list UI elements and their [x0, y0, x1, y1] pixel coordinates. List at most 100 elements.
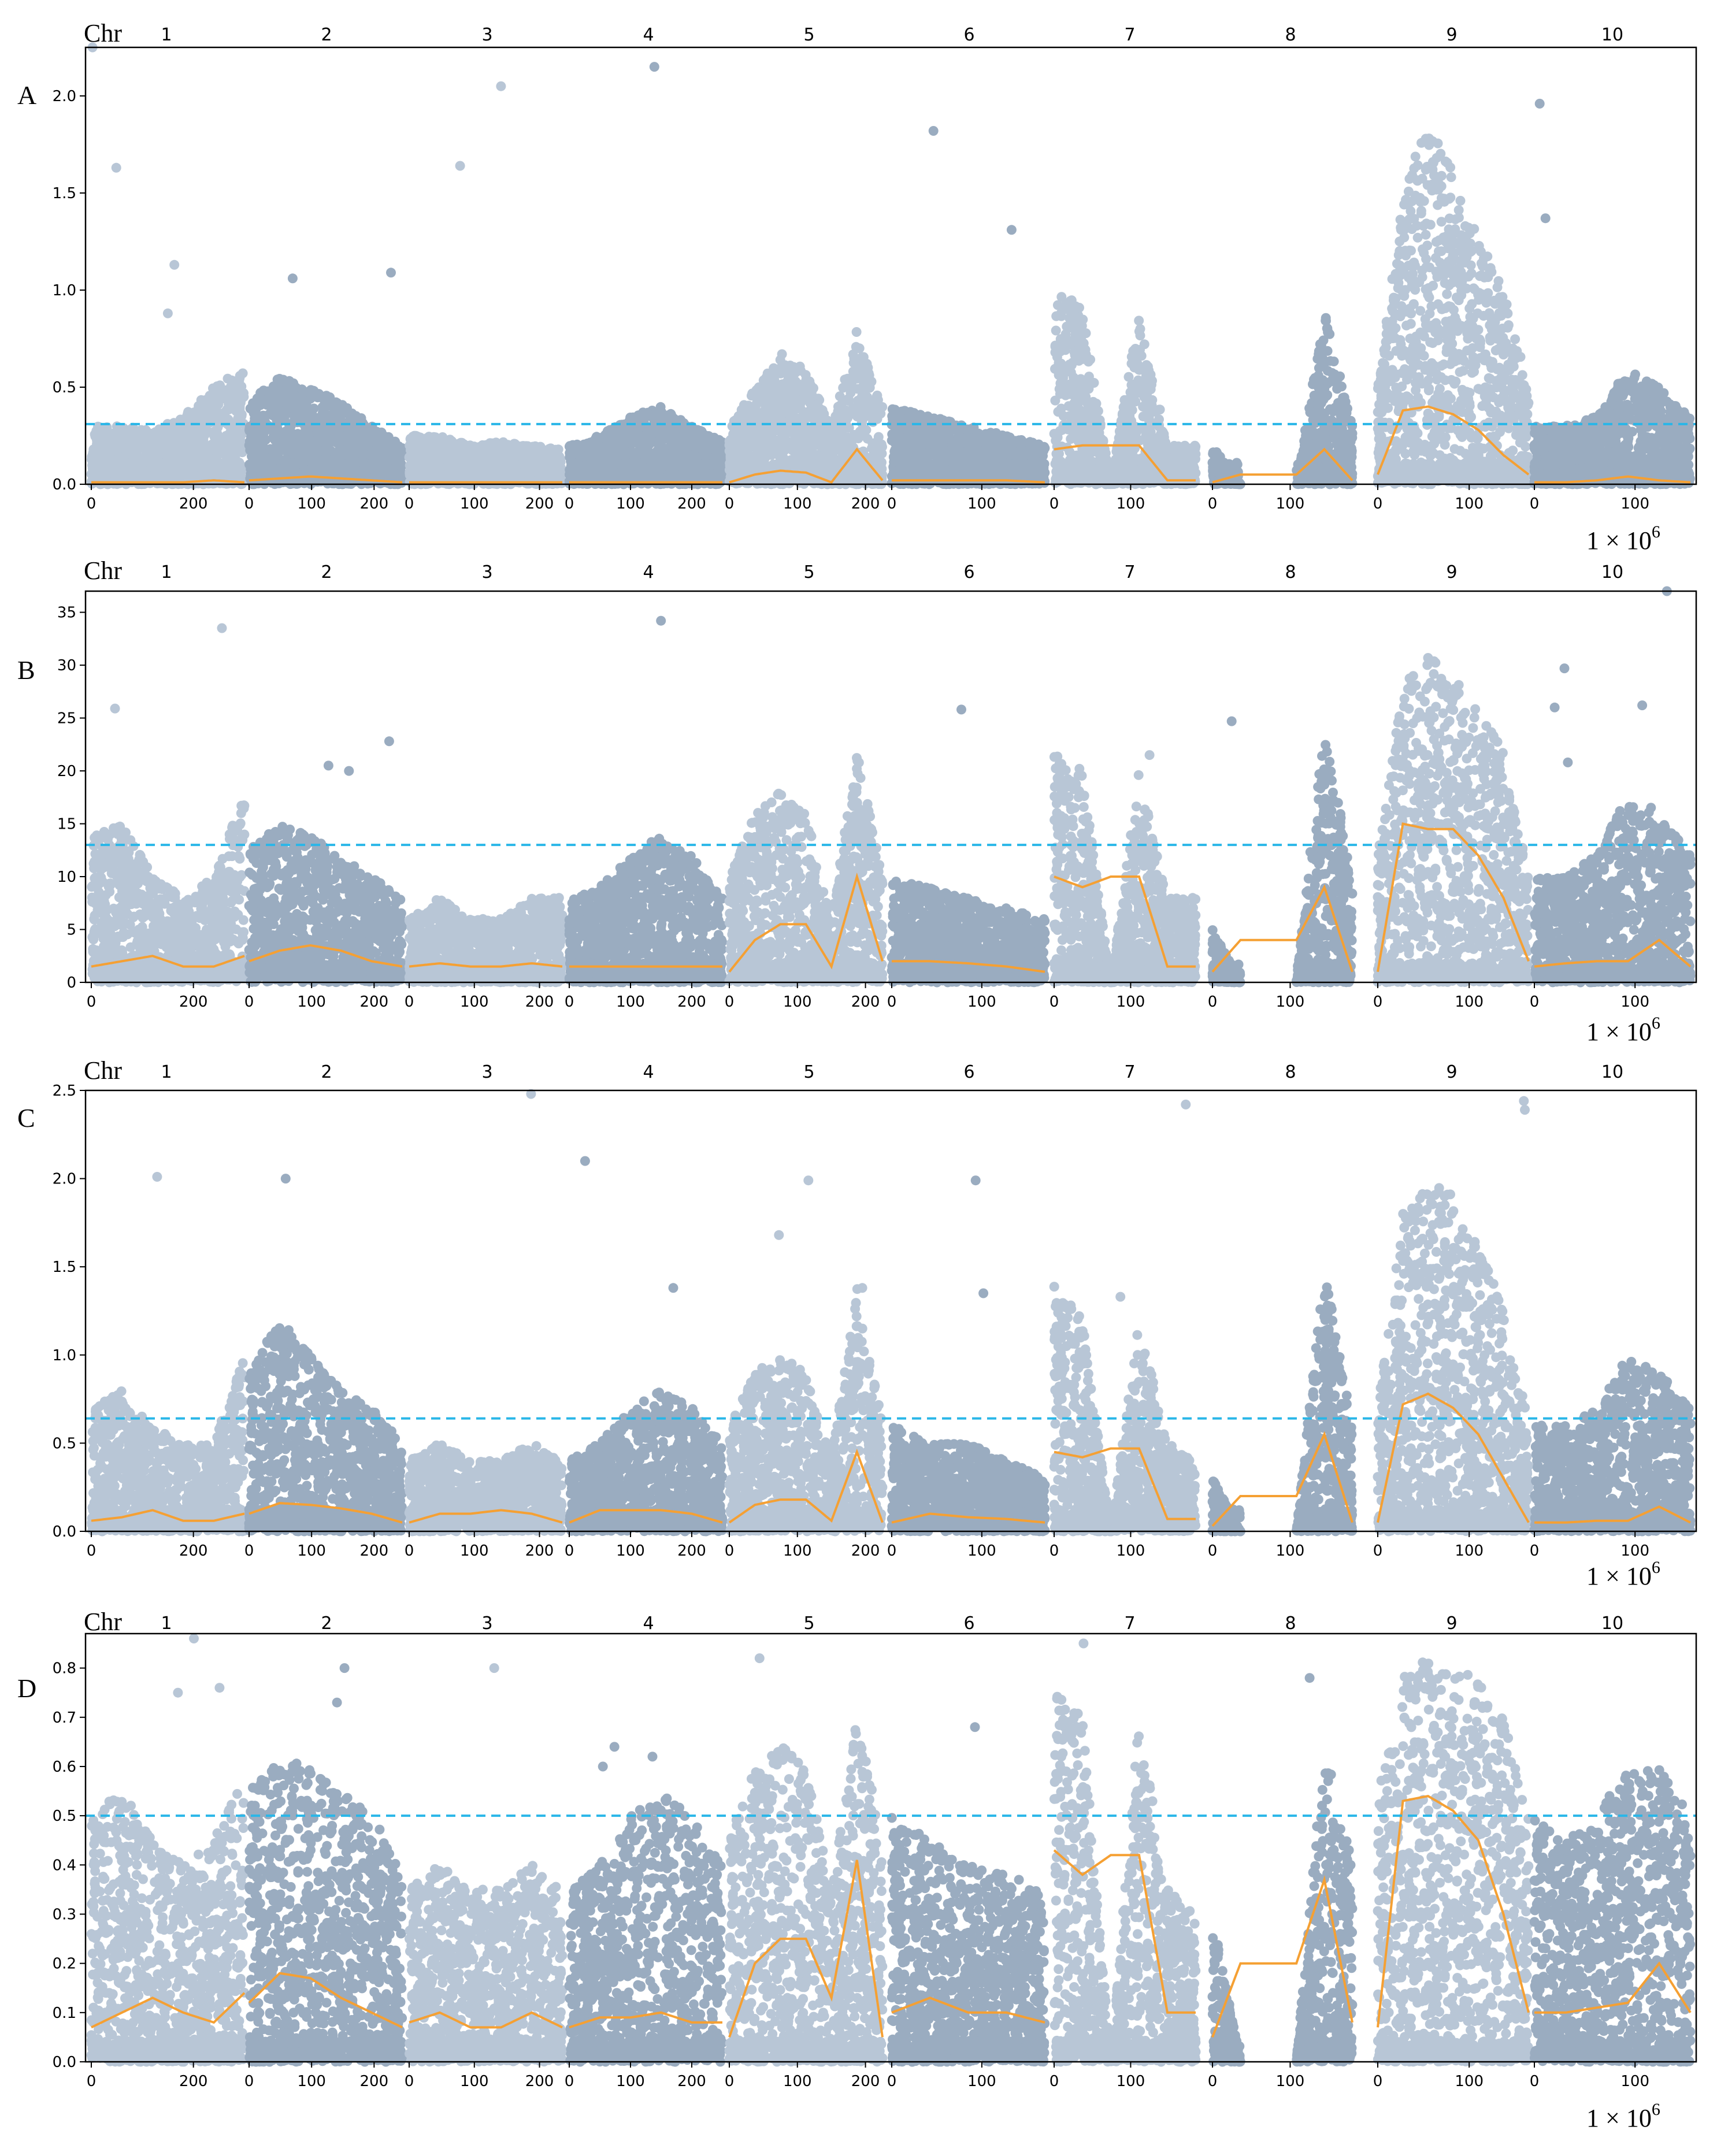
- snp-point: [620, 426, 629, 437]
- snp-point: [183, 464, 193, 474]
- snp-point: [273, 444, 283, 454]
- snp-point: [540, 466, 550, 477]
- snp-point: [292, 417, 302, 428]
- snp-point: [98, 444, 109, 454]
- snp-point: [205, 405, 214, 415]
- snp-point: [199, 441, 209, 452]
- snp-point: [405, 460, 415, 470]
- snp-point: [164, 436, 175, 446]
- snp-point: [98, 435, 109, 446]
- snp-point: [213, 383, 223, 394]
- snp-point: [606, 446, 617, 457]
- snp-point: [276, 429, 287, 439]
- chromosome-1-points: [86, 368, 250, 489]
- snp-point: [266, 391, 276, 402]
- snp-point: [569, 448, 580, 459]
- snp-point: [257, 411, 267, 421]
- snp-point: [267, 410, 277, 421]
- snp-point: [304, 413, 314, 423]
- snp-point: [543, 475, 554, 485]
- snp-point: [321, 391, 332, 401]
- snp-point: [112, 458, 122, 468]
- snp-point: [623, 465, 633, 475]
- snp-point: [90, 429, 100, 440]
- snp-point: [137, 432, 147, 442]
- snp-point: [346, 459, 357, 470]
- snp-point: [255, 388, 266, 398]
- snp-point: [275, 385, 285, 396]
- snp-point: [288, 429, 298, 439]
- snp-point: [244, 440, 254, 451]
- snp-point: [334, 407, 344, 418]
- snp-point: [488, 462, 498, 472]
- snp-point: [656, 473, 666, 483]
- snp-point: [639, 409, 649, 419]
- snp-point: [394, 469, 404, 479]
- snp-point: [450, 457, 460, 467]
- snp-point: [366, 459, 377, 469]
- snp-point: [482, 448, 492, 459]
- snp-point: [87, 463, 98, 473]
- snp-point: [442, 450, 452, 460]
- snp-point: [592, 443, 603, 453]
- snp-point: [235, 396, 246, 407]
- snp-point: [234, 458, 244, 468]
- snp-point: [297, 384, 307, 395]
- snp-point: [325, 465, 335, 475]
- snp-point: [214, 437, 224, 447]
- snp-point: [194, 462, 205, 472]
- snp-point: [706, 469, 717, 479]
- snp-point: [511, 466, 521, 476]
- snp-point: [255, 458, 266, 468]
- snp-point: [672, 432, 682, 442]
- snp-point: [595, 433, 606, 443]
- snp-point: [630, 448, 640, 458]
- chromosome-label: 3: [481, 25, 492, 45]
- snp-point: [343, 426, 354, 437]
- snp-point: [453, 466, 463, 477]
- snp-point: [305, 448, 315, 458]
- snp-point: [616, 472, 626, 483]
- snp-point: [347, 435, 358, 446]
- snp-point: [186, 431, 196, 441]
- snp-point: [168, 447, 177, 457]
- chr-header: Chr: [84, 19, 122, 47]
- snp-point: [353, 425, 364, 435]
- snp-point: [235, 414, 245, 424]
- snp-point: [657, 435, 667, 445]
- snp-point: [498, 470, 509, 480]
- snp-point: [565, 465, 575, 475]
- snp-point: [658, 459, 668, 469]
- snp-point: [415, 448, 425, 458]
- snp-point: [340, 449, 351, 459]
- snp-point: [640, 421, 651, 431]
- chromosome-label: 5: [803, 25, 814, 45]
- snp-point: [296, 439, 307, 450]
- snp-point: [97, 470, 107, 481]
- snp-point: [127, 430, 138, 440]
- snp-point: [298, 458, 309, 469]
- chromosome-label: 1: [161, 25, 172, 45]
- snp-point: [334, 462, 344, 472]
- snp-point: [580, 442, 591, 452]
- snp-point: [613, 458, 623, 469]
- snp-point: [429, 434, 439, 444]
- snp-point: [177, 433, 187, 443]
- snp-point: [684, 460, 694, 470]
- snp-point: [527, 444, 537, 454]
- snp-point: [405, 440, 415, 451]
- snp-point: [117, 443, 128, 453]
- snp-point: [215, 409, 225, 419]
- snp-point: [691, 435, 701, 445]
- snp-point: [516, 448, 526, 458]
- snp-point: [151, 438, 161, 448]
- snp-point: [672, 443, 683, 453]
- snp-point: [577, 466, 587, 477]
- chromosome-label: 9: [1446, 25, 1457, 45]
- snp-point: [212, 469, 222, 480]
- chromosome-label: 6: [963, 25, 974, 45]
- snp-point: [164, 458, 174, 468]
- snp-point: [551, 444, 561, 455]
- snp-point: [156, 448, 166, 458]
- snp-point: [125, 461, 136, 472]
